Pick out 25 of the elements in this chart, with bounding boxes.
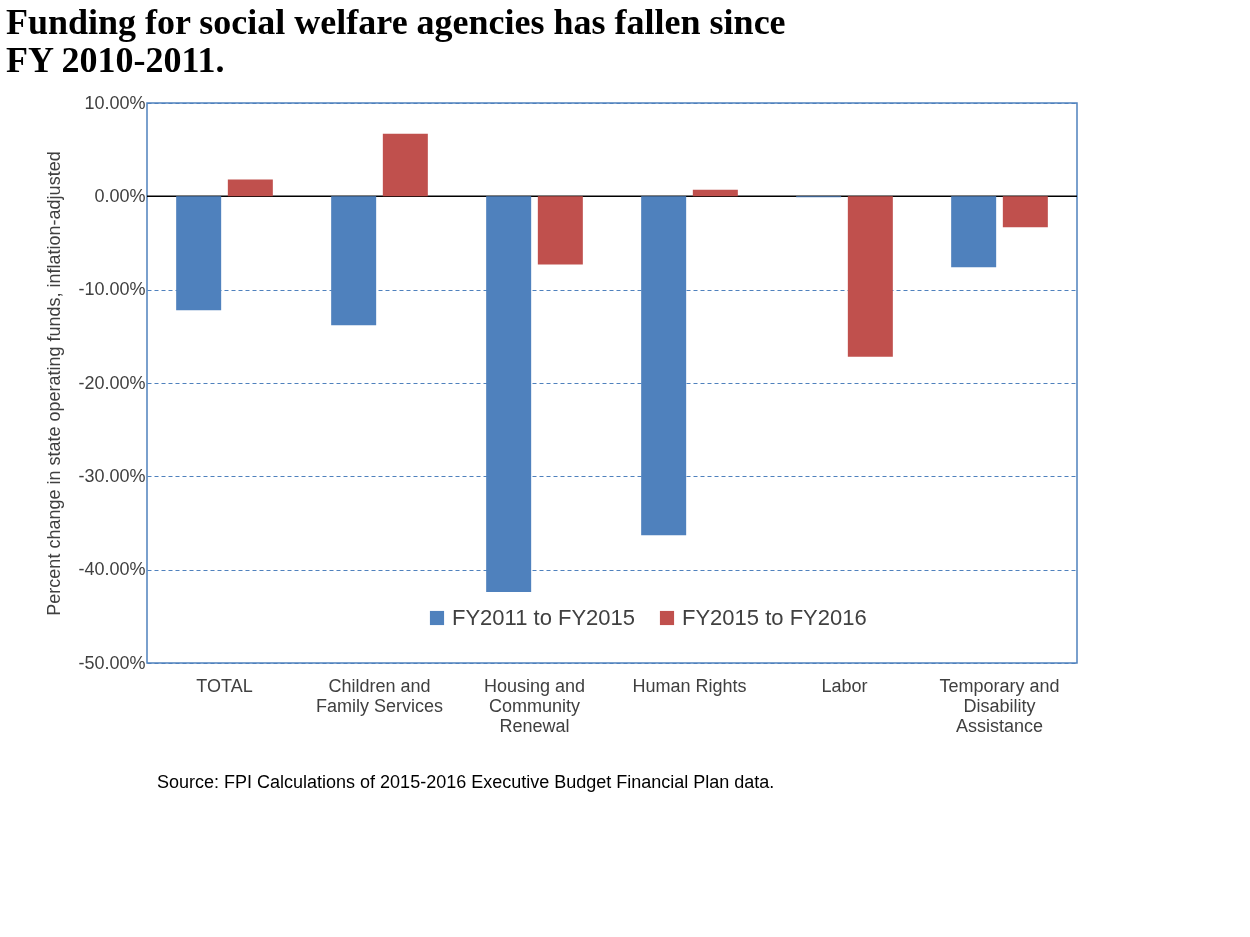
y-tick-label: -50.00%: [78, 652, 146, 673]
x-tick-label: Children and Family Services: [315, 675, 444, 716]
chart-title: Funding for social welfare agencies has fallen since FY 2010-2011.: [5, 2, 786, 80]
source-note: Source: FPI Calculations of 2015-2016 Executive Budget Financial Plan data.: [157, 772, 775, 792]
bar: [227, 179, 273, 197]
y-tick-label: -10.00%: [78, 279, 146, 300]
y-axis-title: Percent change in state operating funds, inflation-adjusted: [44, 151, 65, 616]
y-tick-label: -30.00%: [78, 465, 146, 486]
y-tick-label: 10.00%: [84, 92, 146, 113]
legend-label: FY2015 to FY2016: [682, 605, 867, 630]
bar: [847, 196, 893, 357]
bar: [692, 189, 738, 197]
y-tick-label: 0.00%: [94, 185, 146, 206]
bar: [537, 196, 583, 265]
bar: [951, 196, 997, 268]
bar: [1002, 196, 1048, 228]
x-tick-label: Housing and Community Renewal: [483, 675, 586, 736]
y-tick-label: -20.00%: [78, 372, 146, 393]
legend-label: FY2011 to FY2015: [452, 605, 636, 630]
y-tick-label: -40.00%: [78, 559, 146, 580]
x-tick-label: Temporary and Disability Assistance: [939, 675, 1060, 736]
x-tick-label: Labor: [821, 675, 868, 696]
x-tick-label: Human Rights: [632, 675, 747, 696]
x-tick-label: TOTAL: [196, 675, 253, 696]
bar: [382, 133, 428, 197]
